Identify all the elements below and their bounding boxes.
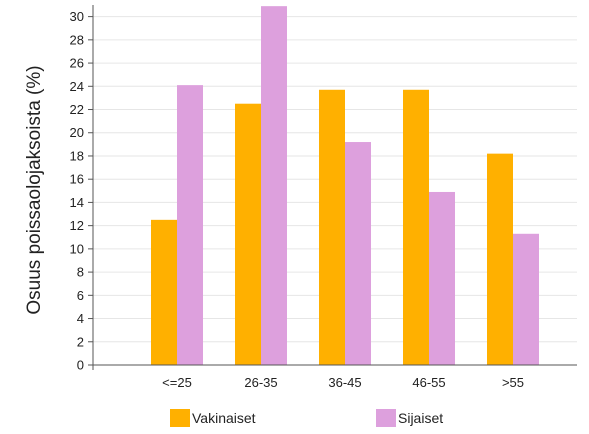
x-tick-label: >55 bbox=[502, 375, 524, 390]
legend-label: Sijaiset bbox=[398, 410, 443, 426]
bar-vakinaiset bbox=[151, 219, 177, 365]
y-tick-label: 4 bbox=[77, 311, 84, 326]
bar-sijaiset bbox=[177, 85, 203, 366]
legend: Vakinaiset Sijaiset bbox=[170, 409, 443, 427]
y-tick-label: 6 bbox=[77, 288, 84, 303]
y-tick-label: 26 bbox=[70, 56, 84, 71]
x-tick-label: 46-55 bbox=[412, 375, 445, 390]
y-tick-label: 22 bbox=[70, 102, 84, 117]
bar-vakinaiset bbox=[403, 89, 429, 365]
bar-sijaiset bbox=[261, 6, 287, 366]
y-tick-label: 24 bbox=[70, 79, 84, 94]
y-tick-label: 2 bbox=[77, 334, 84, 349]
y-tick-label: 16 bbox=[70, 172, 84, 187]
legend-swatch bbox=[376, 409, 396, 427]
y-tick-label: 30 bbox=[70, 9, 84, 24]
bar-vakinaiset bbox=[235, 103, 261, 365]
y-tick-label: 20 bbox=[70, 125, 84, 140]
bars bbox=[151, 6, 539, 366]
y-tick-label: 0 bbox=[77, 358, 84, 373]
y-tick-label: 18 bbox=[70, 148, 84, 163]
x-tick-labels: <=25 26-35 36-45 46-55 >55 bbox=[162, 375, 524, 390]
legend-label: Vakinaiset bbox=[192, 410, 256, 426]
legend-item-vakinaiset: Vakinaiset bbox=[170, 409, 256, 427]
axes bbox=[88, 5, 577, 370]
bar-sijaiset bbox=[513, 233, 539, 365]
y-tick-label: 10 bbox=[70, 241, 84, 256]
y-tick-label: 12 bbox=[70, 218, 84, 233]
y-tick-label: 14 bbox=[70, 195, 84, 210]
y-axis-title: Osuus poissaolojaksoista (%) bbox=[24, 65, 45, 314]
x-tick-label: <=25 bbox=[162, 375, 192, 390]
legend-item-sijaiset: Sijaiset bbox=[376, 409, 443, 427]
bar-sijaiset bbox=[429, 191, 455, 365]
x-tick-label: 26-35 bbox=[244, 375, 277, 390]
y-tick-label: 8 bbox=[77, 265, 84, 280]
y-tick-label: 28 bbox=[70, 32, 84, 47]
bar-vakinaiset bbox=[319, 89, 345, 365]
legend-swatch bbox=[170, 409, 190, 427]
bar-sijaiset bbox=[345, 142, 371, 365]
bar-vakinaiset bbox=[487, 153, 513, 365]
x-tick-label: 36-45 bbox=[328, 375, 361, 390]
